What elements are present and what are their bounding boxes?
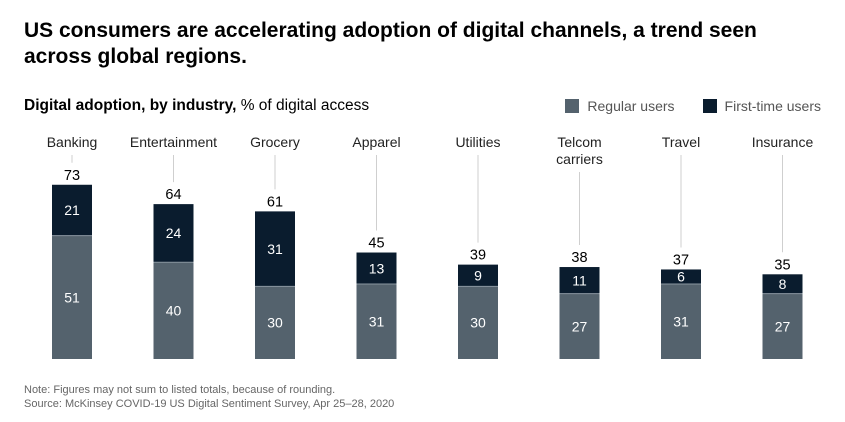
category-label-utilities: Utilities: [455, 134, 500, 150]
category-label-entertainment: Entertainment: [130, 134, 217, 150]
total-label-utilities: 39: [470, 248, 486, 264]
bar-regular-insurance: [762, 293, 803, 359]
bar-first-time-telcom-carriers: [559, 267, 600, 294]
total-label-insurance: 35: [774, 257, 790, 273]
bar-first-time-grocery: [255, 211, 295, 287]
chart-title: US consumers are accelerating adoption o…: [24, 19, 757, 68]
note-text: Note: Figures may not sum to listed tota…: [24, 384, 336, 396]
value-label-first-time-grocery: 31: [267, 241, 283, 257]
value-label-regular-travel: 31: [673, 313, 689, 329]
bar-first-time-insurance: [762, 274, 803, 294]
value-label-first-time-entertainment: 24: [166, 225, 182, 241]
value-label-regular-grocery: 30: [267, 315, 283, 331]
legend-item-first-time-users: First-time users: [702, 96, 821, 116]
legend-item-regular-users: Regular users: [565, 96, 675, 116]
total-label-grocery: 61: [267, 194, 283, 210]
legend: Regular users First-time users: [565, 96, 821, 116]
total-label-entertainment: 64: [165, 187, 181, 203]
total-label-travel: 37: [673, 252, 689, 268]
category-label-telcom-carriers: Telcom carriers: [556, 134, 603, 167]
subtitle-bold: Digital adoption, by industry,: [24, 97, 237, 114]
source-text: Source: McKinsey COVID-19 US Digital Sen…: [24, 398, 395, 410]
legend-label-first-time-users: First-time users: [724, 98, 821, 114]
value-label-regular-telcom-carriers: 27: [572, 318, 588, 334]
value-label-first-time-travel: 6: [677, 269, 685, 285]
category-label-apparel: Apparel: [352, 134, 400, 150]
bar-first-time-apparel: [356, 252, 397, 284]
bar-first-time-entertainment: [153, 204, 194, 263]
category-label-banking: Banking: [47, 134, 98, 150]
bar-regular-utilities: [458, 286, 498, 359]
total-label-telcom-carriers: 38: [571, 250, 587, 266]
chart-subtitle: Digital adoption, by industry, % of digi…: [24, 96, 369, 116]
value-label-regular-entertainment: 40: [166, 303, 182, 319]
bar-first-time-travel: [661, 269, 701, 284]
footnotes: Note: Figures may not sum to listed tota…: [24, 383, 394, 411]
subtitle-unit: % of digital access: [236, 97, 370, 114]
total-label-banking: 73: [64, 168, 80, 184]
legend-label-regular-users: Regular users: [587, 98, 675, 114]
value-label-regular-apparel: 31: [369, 313, 385, 329]
total-label-apparel: 45: [368, 236, 384, 252]
bar-regular-apparel: [356, 283, 397, 359]
bar-first-time-utilities: [458, 264, 498, 287]
bar-regular-telcom-carriers: [559, 293, 600, 359]
value-label-first-time-utilities: 9: [474, 268, 482, 284]
category-label-travel: Travel: [662, 134, 700, 150]
bar-regular-grocery: [255, 286, 295, 359]
bar-regular-banking: [52, 235, 92, 359]
legend-swatch-regular-users: [565, 99, 580, 113]
value-label-regular-banking: 51: [64, 289, 80, 305]
value-label-first-time-insurance: 8: [779, 276, 787, 292]
bar-first-time-banking: [52, 184, 92, 236]
category-label-insurance: Insurance: [752, 134, 814, 150]
value-label-first-time-apparel: 13: [369, 260, 385, 276]
value-label-regular-utilities: 30: [470, 315, 486, 331]
value-label-first-time-banking: 21: [64, 202, 80, 218]
legend-swatch-first-time-users: [702, 99, 717, 113]
bar-chart: Banking 73 21 51 Entertainment 64 24 40 Grocery 6…: [47, 134, 814, 359]
value-label-regular-insurance: 27: [775, 318, 791, 334]
bar-regular-entertainment: [153, 262, 194, 359]
category-label-grocery: Grocery: [250, 134, 300, 150]
value-label-first-time-telcom-carriers: 11: [572, 272, 587, 288]
bar-regular-travel: [661, 283, 701, 359]
